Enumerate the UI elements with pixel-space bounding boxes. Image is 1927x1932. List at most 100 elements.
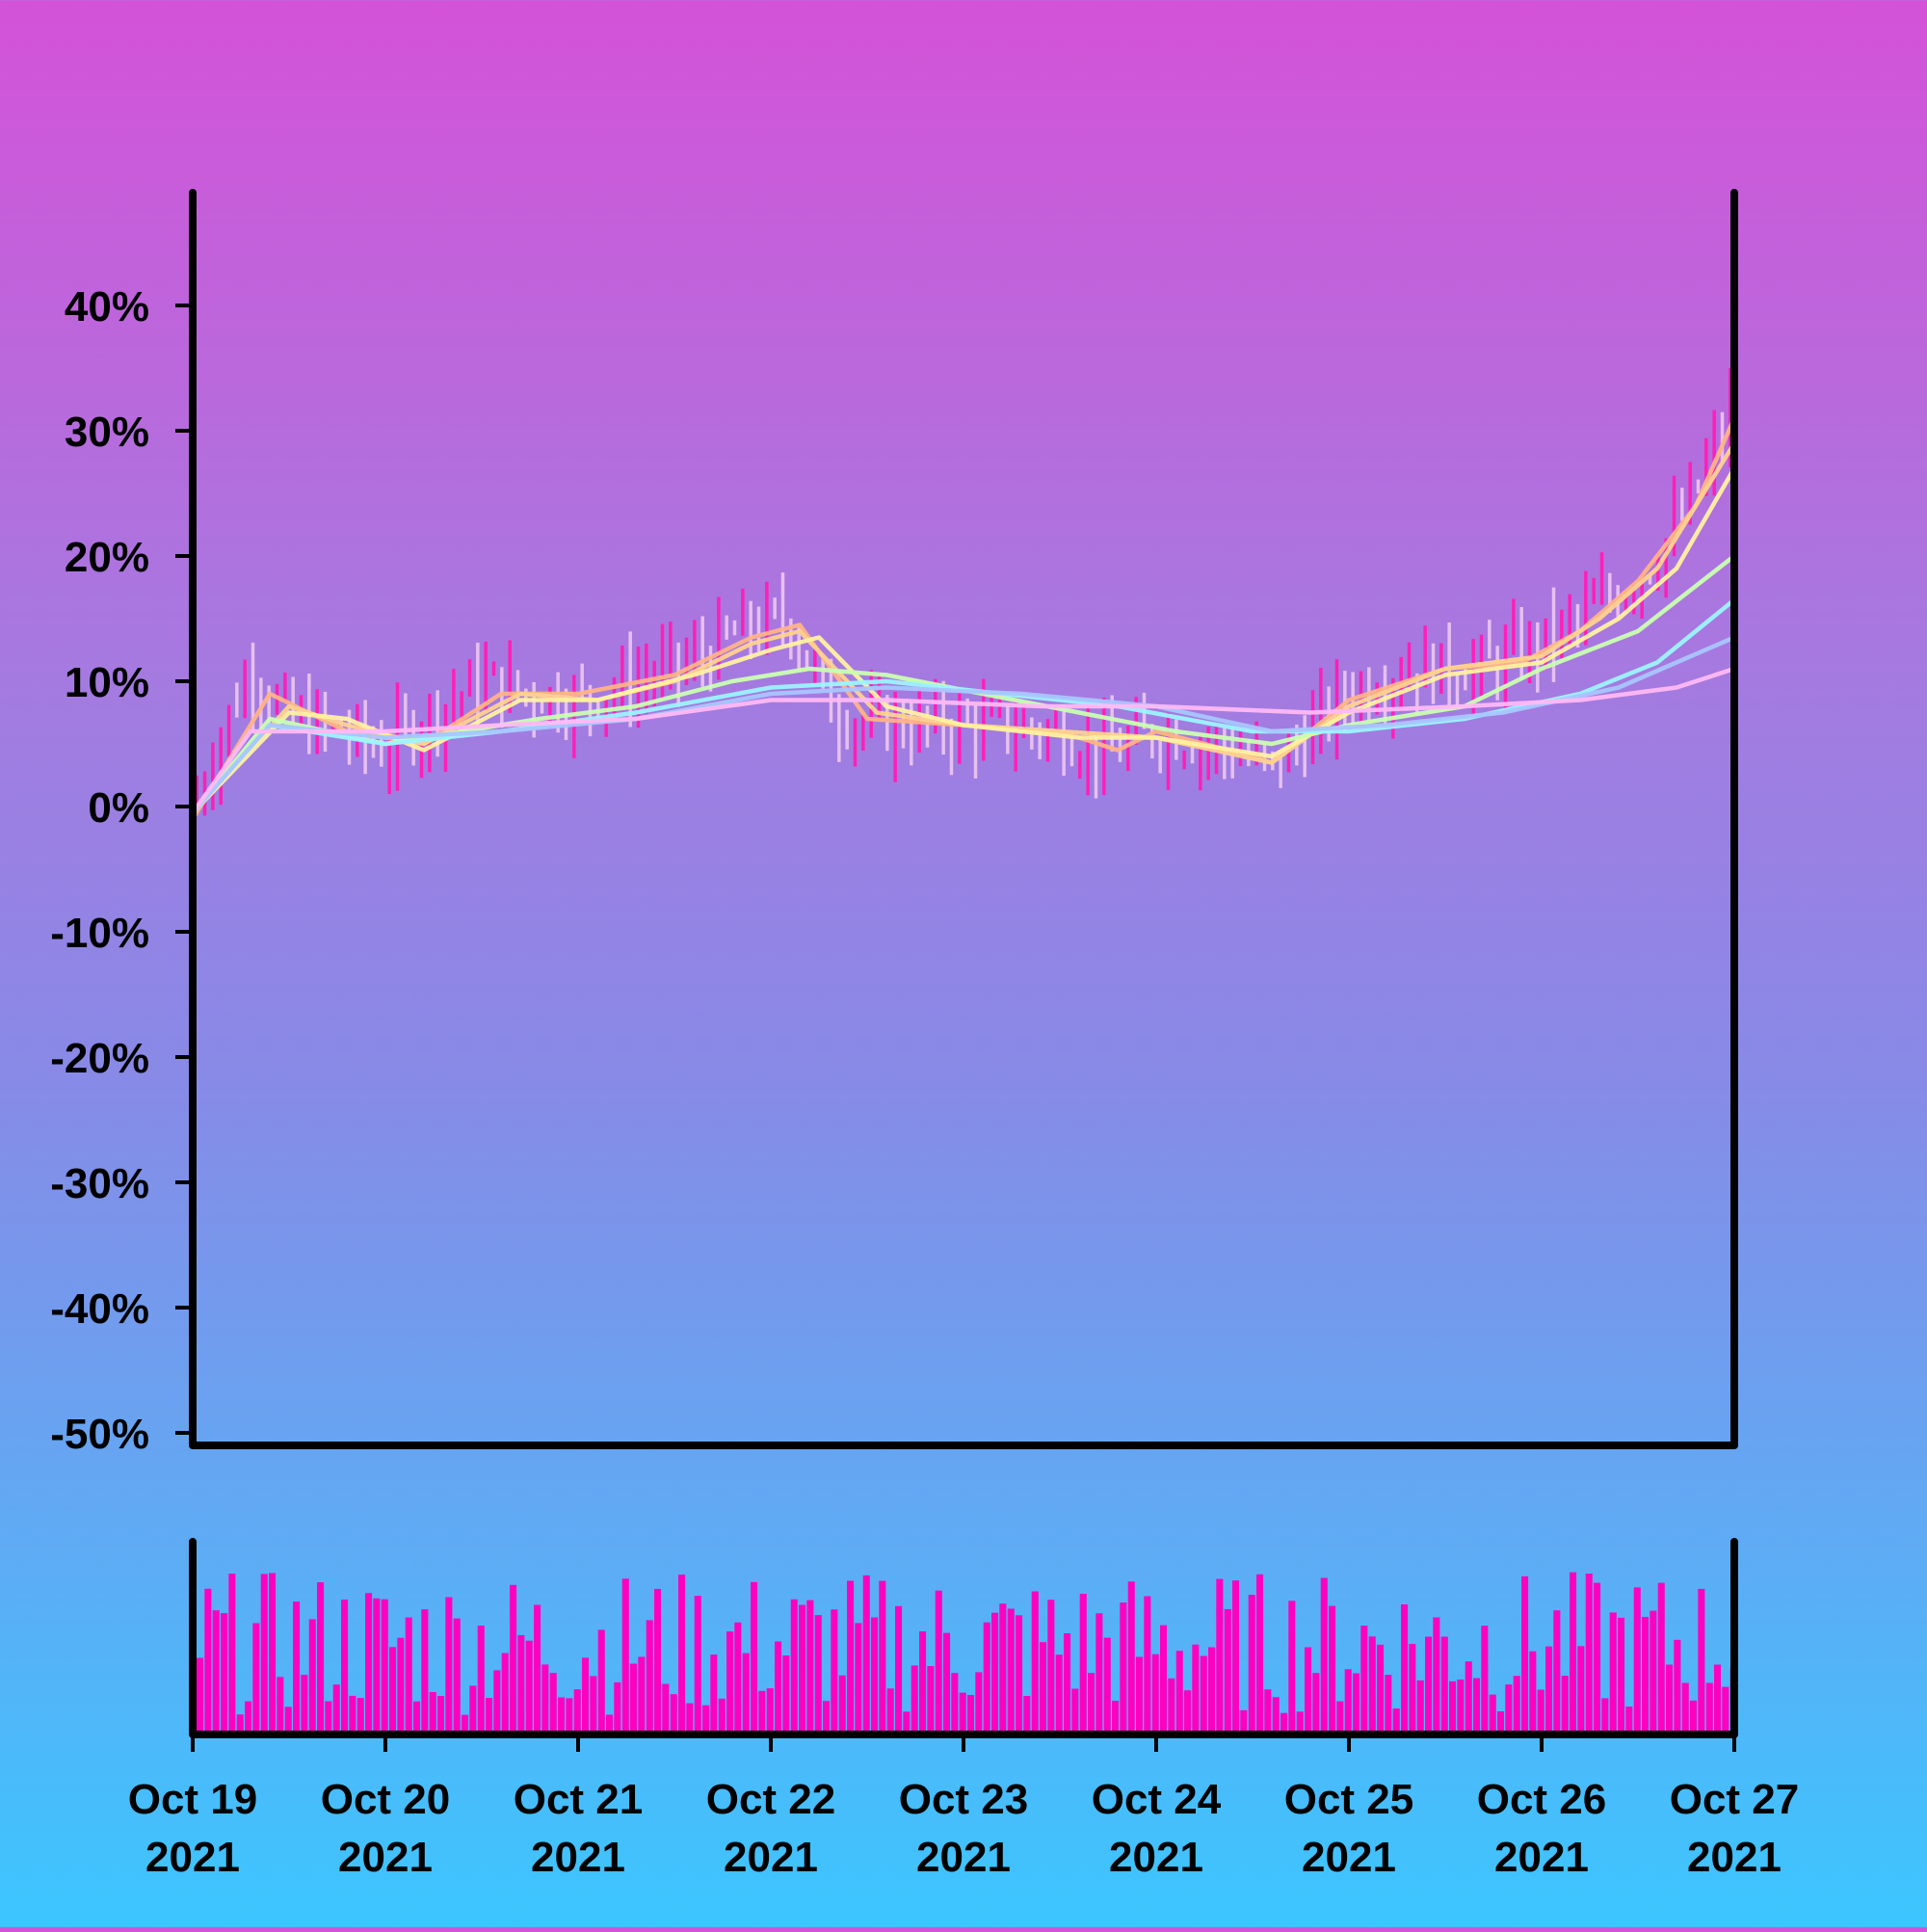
volume-bar [710,1654,718,1734]
x-axis-ticks: Oct 19 2021 Oct 20 2021 Oct 21 2021 Oct 22 2021… [128,1734,1800,1881]
volume-bar [1224,1608,1231,1734]
volume-bar [1698,1588,1705,1734]
volume-bar [879,1580,886,1734]
volume-bar [1681,1682,1689,1734]
volume-bar [1192,1644,1200,1734]
volume-bar [1264,1689,1272,1734]
x-tick-label-year: 2021 [724,1834,818,1881]
volume-bar [1256,1574,1264,1734]
volume-bar [831,1609,838,1734]
volume-bar [1666,1664,1674,1734]
volume-bar [1160,1625,1168,1734]
volume-bar [1553,1610,1561,1734]
volume-bar [1151,1654,1159,1734]
volume-bar [421,1609,429,1734]
y-tick-label: -50% [50,1411,149,1458]
volume-bar [1112,1701,1120,1734]
x-tick-label-date: Oct 20 [321,1776,451,1823]
volume-bar [871,1617,879,1734]
volume-bar [405,1617,412,1734]
volume-bar [541,1664,549,1734]
volume-bar [790,1599,798,1734]
volume-bar [1064,1633,1071,1734]
volume-bar [437,1696,445,1734]
volume-bar [838,1675,846,1734]
volume-bar [397,1637,405,1734]
volume-bar [293,1601,301,1734]
moving-average-line [190,635,1737,815]
volume-bar [983,1622,990,1734]
volume-bar [967,1695,975,1734]
volume-bar [1031,1591,1039,1734]
volume-bar [197,1657,204,1734]
y-tick-label: -30% [50,1160,149,1207]
axes [189,189,1738,1738]
volume-bar [1248,1595,1255,1734]
volume-bar [999,1603,1007,1734]
volume-bar [349,1695,356,1734]
volume-bar [1505,1684,1513,1734]
volume-bar [1007,1608,1015,1734]
volume-bar [1392,1708,1400,1734]
volume-bar [212,1610,220,1734]
volume-bar [1513,1676,1520,1734]
volume-bar [1040,1642,1047,1734]
volume-bar [477,1626,485,1734]
volume-bar [1079,1594,1087,1734]
volume-bar [1055,1654,1063,1734]
volume-bar [525,1640,533,1734]
volume-bar [886,1688,894,1734]
volume-bar [365,1593,373,1734]
moving-average-line [190,465,1737,815]
y-tick-label: 40% [65,283,149,331]
volume-bar [1705,1682,1713,1734]
volume-bar [702,1705,710,1734]
volume-bar [718,1698,726,1734]
volume-bar [678,1575,686,1734]
volume-bar [317,1582,325,1734]
volume-bar [413,1701,421,1734]
volume-bar [895,1605,903,1734]
volume-bar [517,1634,525,1734]
volume-bar [726,1631,734,1734]
volume-bar [782,1655,790,1734]
volume-bar [1577,1646,1585,1734]
y-tick-label: 0% [88,784,149,832]
volume-bar [469,1685,477,1734]
x-tick-label-date: Oct 25 [1284,1776,1414,1823]
volume-bar [1200,1655,1207,1734]
volume-bar [1344,1669,1352,1734]
volume-bar [751,1581,758,1734]
candlestick-series [195,368,1732,816]
moving-average-lines [190,415,1737,822]
y-tick-label: 30% [65,409,149,456]
volume-bar [1353,1673,1360,1734]
volume-bar [1601,1698,1609,1734]
volume-bars [197,1572,1737,1734]
volume-bar [806,1600,814,1734]
volume-bar [341,1600,349,1734]
volume-bar [1657,1582,1665,1734]
volume-bar [614,1681,621,1734]
x-tick-label-year: 2021 [338,1834,433,1881]
volume-bar [1103,1637,1111,1734]
volume-bar [855,1623,862,1734]
volume-bar [911,1665,918,1734]
volume-bar [252,1623,260,1734]
volume-bar [301,1675,308,1734]
volume-bar [1240,1709,1248,1734]
volume-bar [799,1604,806,1734]
volume-bar [1618,1617,1625,1734]
volume-bar [670,1694,677,1734]
volume-bar [903,1711,911,1734]
volume-bar [1714,1664,1722,1734]
x-tick-label-date: Oct 24 [1092,1776,1222,1823]
volume-bar [1312,1673,1320,1734]
volume-bar [1594,1582,1601,1734]
y-tick-label: 10% [65,659,149,706]
x-tick-label-date: Oct 27 [1670,1776,1800,1823]
volume-bar [1175,1651,1183,1734]
volume-bar [1674,1639,1681,1734]
